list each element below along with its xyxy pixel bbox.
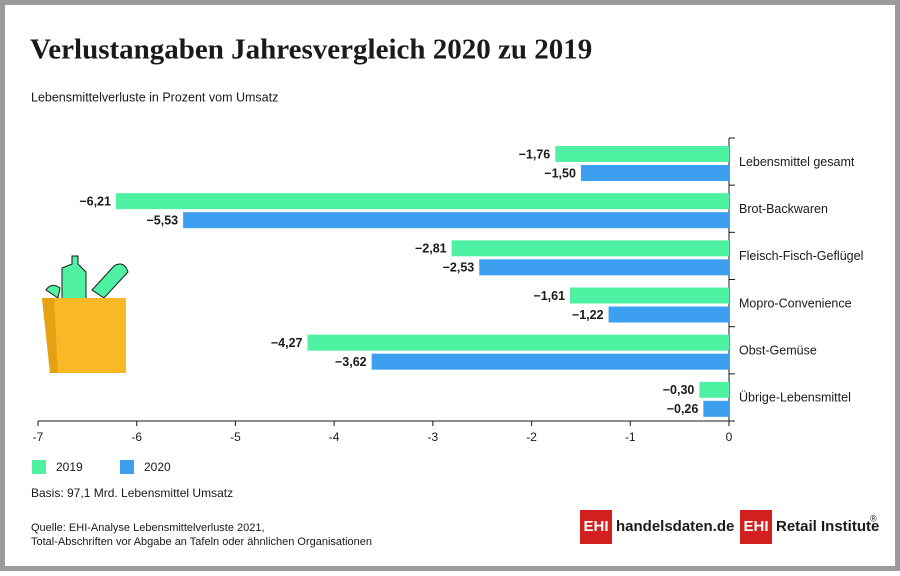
registered-mark: ® (870, 513, 877, 523)
bar (371, 353, 729, 370)
value-label: −1,61 (533, 289, 565, 303)
bar (608, 306, 729, 323)
value-label: −5,53 (146, 213, 178, 227)
bar (307, 334, 729, 351)
x-tick-label: -5 (230, 430, 241, 444)
category-label: Fleisch-Fisch-Geflügel (739, 249, 863, 263)
value-label: −3,62 (335, 355, 367, 369)
bar (115, 193, 730, 210)
category-label: Mopro-Convenience (739, 296, 852, 310)
legend-label: 2019 (56, 460, 83, 474)
legend-swatch (32, 460, 46, 474)
bar (580, 165, 729, 181)
bar (451, 240, 729, 257)
x-tick-label: -4 (329, 430, 340, 444)
source: Total-Abschriften vor Abgabe an Tafeln o… (31, 536, 372, 548)
bar (570, 287, 729, 304)
x-tick-label: -3 (428, 430, 439, 444)
bag-icon (42, 255, 129, 373)
bar (703, 400, 729, 417)
bar (479, 259, 729, 276)
value-label: −4,27 (271, 336, 303, 350)
logo-mark: EHI (743, 518, 768, 535)
source: Quelle: EHI-Analyse Lebensmittelverluste… (31, 522, 265, 534)
category-label: Lebensmittel gesamt (739, 155, 855, 169)
legend-swatch (120, 460, 134, 474)
bar (555, 146, 729, 162)
logo-mark: EHI (583, 518, 608, 535)
category-label: Übrige-Lebensmittel (739, 391, 851, 405)
category-label: Brot-Backwaren (739, 202, 828, 216)
note: Basis: 97,1 Mrd. Lebensmittel Umsatz (31, 486, 233, 500)
chart-title: Verlustangaben Jahresvergleich 2020 zu 2… (30, 34, 592, 66)
x-tick-label: -2 (526, 430, 537, 444)
value-label: −2,53 (443, 261, 475, 275)
bar (183, 212, 730, 229)
value-label: −0,26 (667, 402, 699, 416)
legend-label: 2020 (144, 460, 171, 474)
x-tick-label: -7 (33, 430, 44, 444)
bar (699, 381, 729, 398)
category-label: Obst-Gemüse (739, 344, 817, 358)
value-label: −1,22 (572, 308, 604, 322)
logo-box (740, 510, 772, 544)
subtitle: Lebensmittelverluste in Prozent vom Umsa… (31, 90, 278, 104)
value-label: −6,21 (79, 194, 111, 208)
x-tick-label: -6 (131, 430, 142, 444)
logo-text: handelsdaten.de (616, 518, 734, 535)
logo-box (580, 510, 612, 544)
value-label: −2,81 (415, 242, 447, 256)
value-label: −0,30 (663, 383, 695, 397)
x-tick-label: -1 (625, 430, 636, 444)
x-tick-label: 0 (726, 430, 733, 444)
value-label: −1,76 (519, 147, 551, 161)
value-label: −1,50 (544, 166, 576, 180)
logo-text: Retail Institute (776, 518, 879, 535)
